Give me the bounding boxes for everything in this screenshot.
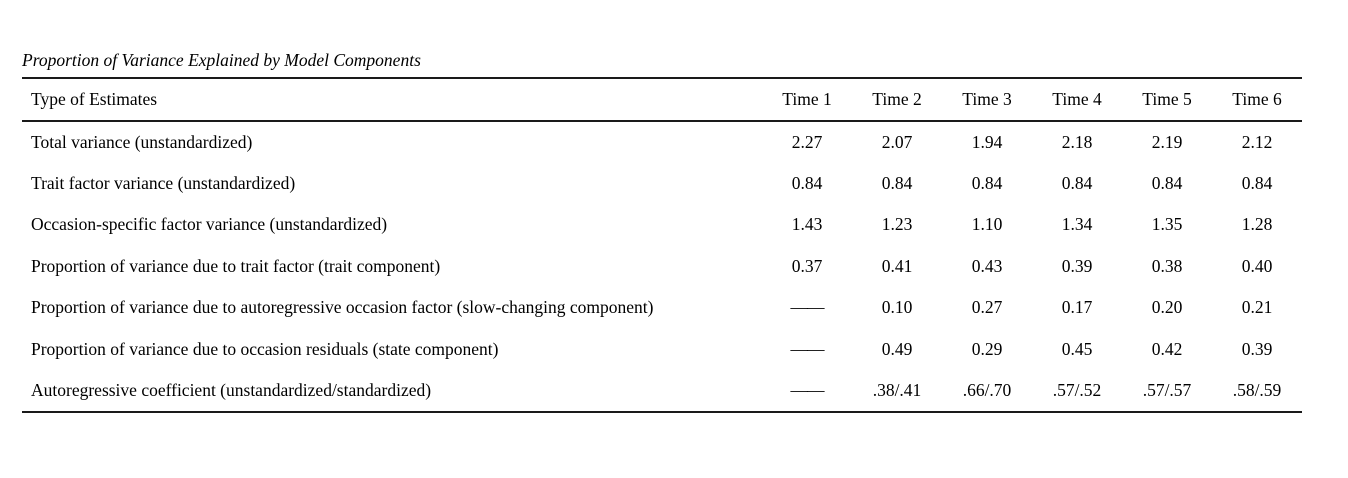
row-label: Trait factor variance (unstandardized) [31, 172, 296, 193]
cell-value: .38/.41 [872, 379, 922, 400]
cell-value: 1.34 [1061, 214, 1093, 235]
table-row-autoregressive-coefficient: Autoregressive coefficient (unstandardiz… [22, 370, 1302, 412]
cell-value: 0.42 [1151, 338, 1183, 359]
column-header-time-6: Time 6 [1232, 89, 1282, 109]
row-label: Proportion of variance due to occasion r… [31, 338, 499, 359]
cell-value: 0.38 [1151, 255, 1183, 276]
cell-value-dash: —— [790, 379, 825, 400]
cell-value: 0.84 [1151, 172, 1183, 193]
row-label: Occasion-specific factor variance (unsta… [31, 214, 388, 235]
cell-value: 0.27 [971, 297, 1003, 318]
table-title: Proportion of Variance Explained by Mode… [22, 50, 421, 70]
cell-value: 2.27 [791, 131, 823, 152]
cell-value: 0.10 [881, 297, 913, 318]
cell-value: 1.94 [971, 131, 1003, 152]
table-body: Total variance (unstandardized) 2.27 2.0… [22, 121, 1302, 412]
cell-value: 1.43 [791, 214, 823, 235]
column-header-type-of-estimates: Type of Estimates [31, 89, 158, 109]
column-header-time-1: Time 1 [782, 89, 832, 109]
cell-value: 0.84 [791, 172, 823, 193]
table-row-total-variance: Total variance (unstandardized) 2.27 2.0… [22, 121, 1302, 163]
variance-table: Type of Estimates Time 1 Time 2 Time 3 T… [22, 77, 1302, 413]
cell-value: 0.45 [1061, 338, 1093, 359]
cell-value-dash: —— [790, 338, 825, 359]
cell-value: .66/.70 [962, 379, 1012, 400]
cell-value: 0.84 [881, 172, 913, 193]
cell-value-dash: —— [790, 297, 825, 318]
table-row-proportion-trait-component: Proportion of variance due to trait fact… [22, 246, 1302, 288]
cell-value: 2.18 [1061, 131, 1093, 152]
table-row-proportion-slow-changing-component: Proportion of variance due to autoregres… [22, 287, 1302, 329]
column-header-time-5: Time 5 [1142, 89, 1192, 109]
cell-value: 0.40 [1241, 255, 1273, 276]
cell-value: 0.17 [1061, 297, 1093, 318]
cell-value: 0.20 [1151, 297, 1183, 318]
row-label: Proportion of variance due to trait fact… [31, 255, 441, 276]
cell-value: 1.10 [971, 214, 1003, 235]
table-row-proportion-state-component: Proportion of variance due to occasion r… [22, 329, 1302, 371]
cell-value: 2.19 [1151, 131, 1183, 152]
cell-value: 2.12 [1241, 131, 1273, 152]
row-label: Autoregressive coefficient (unstandardiz… [31, 379, 432, 400]
cell-value: 0.37 [791, 255, 823, 276]
table-row-trait-factor-variance: Trait factor variance (unstandardized) 0… [22, 163, 1302, 205]
cell-value: .58/.59 [1232, 379, 1282, 400]
cell-value: 0.49 [881, 338, 913, 359]
table-row-occasion-specific-variance: Occasion-specific factor variance (unsta… [22, 204, 1302, 246]
row-label: Proportion of variance due to autoregres… [31, 297, 654, 318]
row-label: Total variance (unstandardized) [31, 131, 253, 152]
cell-value: 0.84 [971, 172, 1003, 193]
cell-value: 1.35 [1151, 214, 1183, 235]
cell-value: 2.07 [881, 131, 913, 152]
cell-value: 0.29 [971, 338, 1003, 359]
cell-value: 0.39 [1241, 338, 1273, 359]
cell-value: 0.43 [971, 255, 1003, 276]
column-header-time-4: Time 4 [1052, 89, 1102, 109]
cell-value: 1.23 [881, 214, 913, 235]
cell-value: 0.21 [1241, 297, 1273, 318]
cell-value: 0.84 [1241, 172, 1273, 193]
cell-value: 0.39 [1061, 255, 1093, 276]
cell-value: 0.41 [881, 255, 913, 276]
cell-value: 1.28 [1241, 214, 1273, 235]
cell-value: 0.84 [1061, 172, 1093, 193]
table-header: Type of Estimates Time 1 Time 2 Time 3 T… [22, 78, 1302, 121]
column-header-time-3: Time 3 [962, 89, 1012, 109]
cell-value: .57/.52 [1052, 379, 1102, 400]
cell-value: .57/.57 [1142, 379, 1192, 400]
column-header-time-2: Time 2 [872, 89, 922, 109]
header-row: Type of Estimates Time 1 Time 2 Time 3 T… [22, 78, 1302, 121]
